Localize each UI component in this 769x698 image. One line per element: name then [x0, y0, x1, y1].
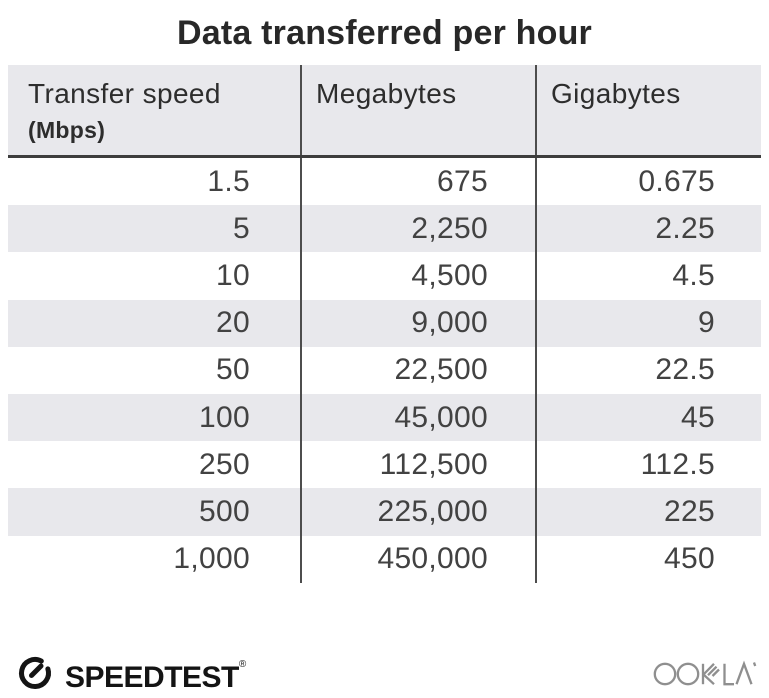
table-cell: 1,000	[8, 535, 302, 583]
header-megabytes: Megabytes	[302, 65, 537, 155]
table-cell: 10	[8, 252, 302, 300]
table-cell: 112.5	[640, 447, 715, 481]
table-row: 1,000 450,000 450	[8, 535, 761, 583]
ookla-wordmark-icon	[653, 659, 757, 685]
table-row: 500 225,000 225	[8, 488, 761, 536]
table-cell: 5	[8, 205, 302, 253]
table-cell: 225,000	[302, 488, 537, 536]
speedtest-logo: SPEEDTEST®	[14, 645, 246, 698]
header-transfer-speed: Transfer speed (Mbps)	[8, 65, 302, 155]
footer: SPEEDTEST®	[0, 645, 769, 698]
table-row: 50 22,500 22.5	[8, 346, 761, 394]
header-gigabytes: Gigabytes	[551, 78, 681, 109]
table-cell: 112,500	[302, 441, 537, 489]
table-header-row: Transfer speed (Mbps) Megabytes Gigabyte…	[8, 65, 761, 158]
header-mbps-sublabel: (Mbps)	[28, 117, 106, 143]
table-row: 250 112,500 112.5	[8, 441, 761, 489]
data-table: Transfer speed (Mbps) Megabytes Gigabyte…	[8, 65, 761, 583]
table-cell: 4.5	[672, 258, 715, 292]
ookla-logo	[653, 655, 757, 689]
table-cell: 225	[664, 494, 715, 528]
header-transfer-speed-label: Transfer speed	[28, 78, 221, 109]
table-cell: 450,000	[302, 535, 537, 583]
table-cell: 0.675	[638, 164, 715, 198]
table-cell: 450	[664, 542, 715, 576]
table-cell: 20	[8, 299, 302, 347]
table-cell: 2.25	[655, 211, 715, 245]
table-cell: 22.5	[655, 353, 715, 387]
table-body: 1.5 675 0.675 5 2,250 2.25 10 4,500 4.5 20 9,000 9 5…	[8, 158, 761, 583]
table-cell: 1.5	[8, 158, 302, 206]
table-row: 100 45,000 45	[8, 393, 761, 442]
speedtest-wordmark: SPEEDTEST®	[65, 659, 246, 694]
table-cell: 100	[8, 393, 302, 442]
table-cell: 9	[698, 306, 715, 340]
registered-trademark-icon: ®	[238, 659, 246, 670]
page-title: Data transferred per hour	[177, 14, 592, 52]
table-cell: 500	[8, 488, 302, 536]
table-row: 20 9,000 9	[8, 299, 761, 347]
table-row: 5 2,250 2.25	[8, 205, 761, 253]
table-cell: 22,500	[302, 346, 537, 394]
table-cell: 675	[302, 158, 537, 206]
table-row: 1.5 675 0.675	[8, 158, 761, 206]
table-cell: 50	[8, 346, 302, 394]
table-cell: 2,250	[302, 205, 537, 253]
table-cell: 4,500	[302, 252, 537, 300]
table-cell: 9,000	[302, 299, 537, 347]
table-cell: 45,000	[302, 393, 537, 442]
table-row: 10 4,500 4.5	[8, 252, 761, 300]
speedtest-gauge-icon	[19, 656, 51, 689]
table-cell: 250	[8, 441, 302, 489]
infographic-page: Data transferred per hour Transfer speed…	[0, 14, 769, 698]
table-cell: 45	[681, 400, 715, 434]
